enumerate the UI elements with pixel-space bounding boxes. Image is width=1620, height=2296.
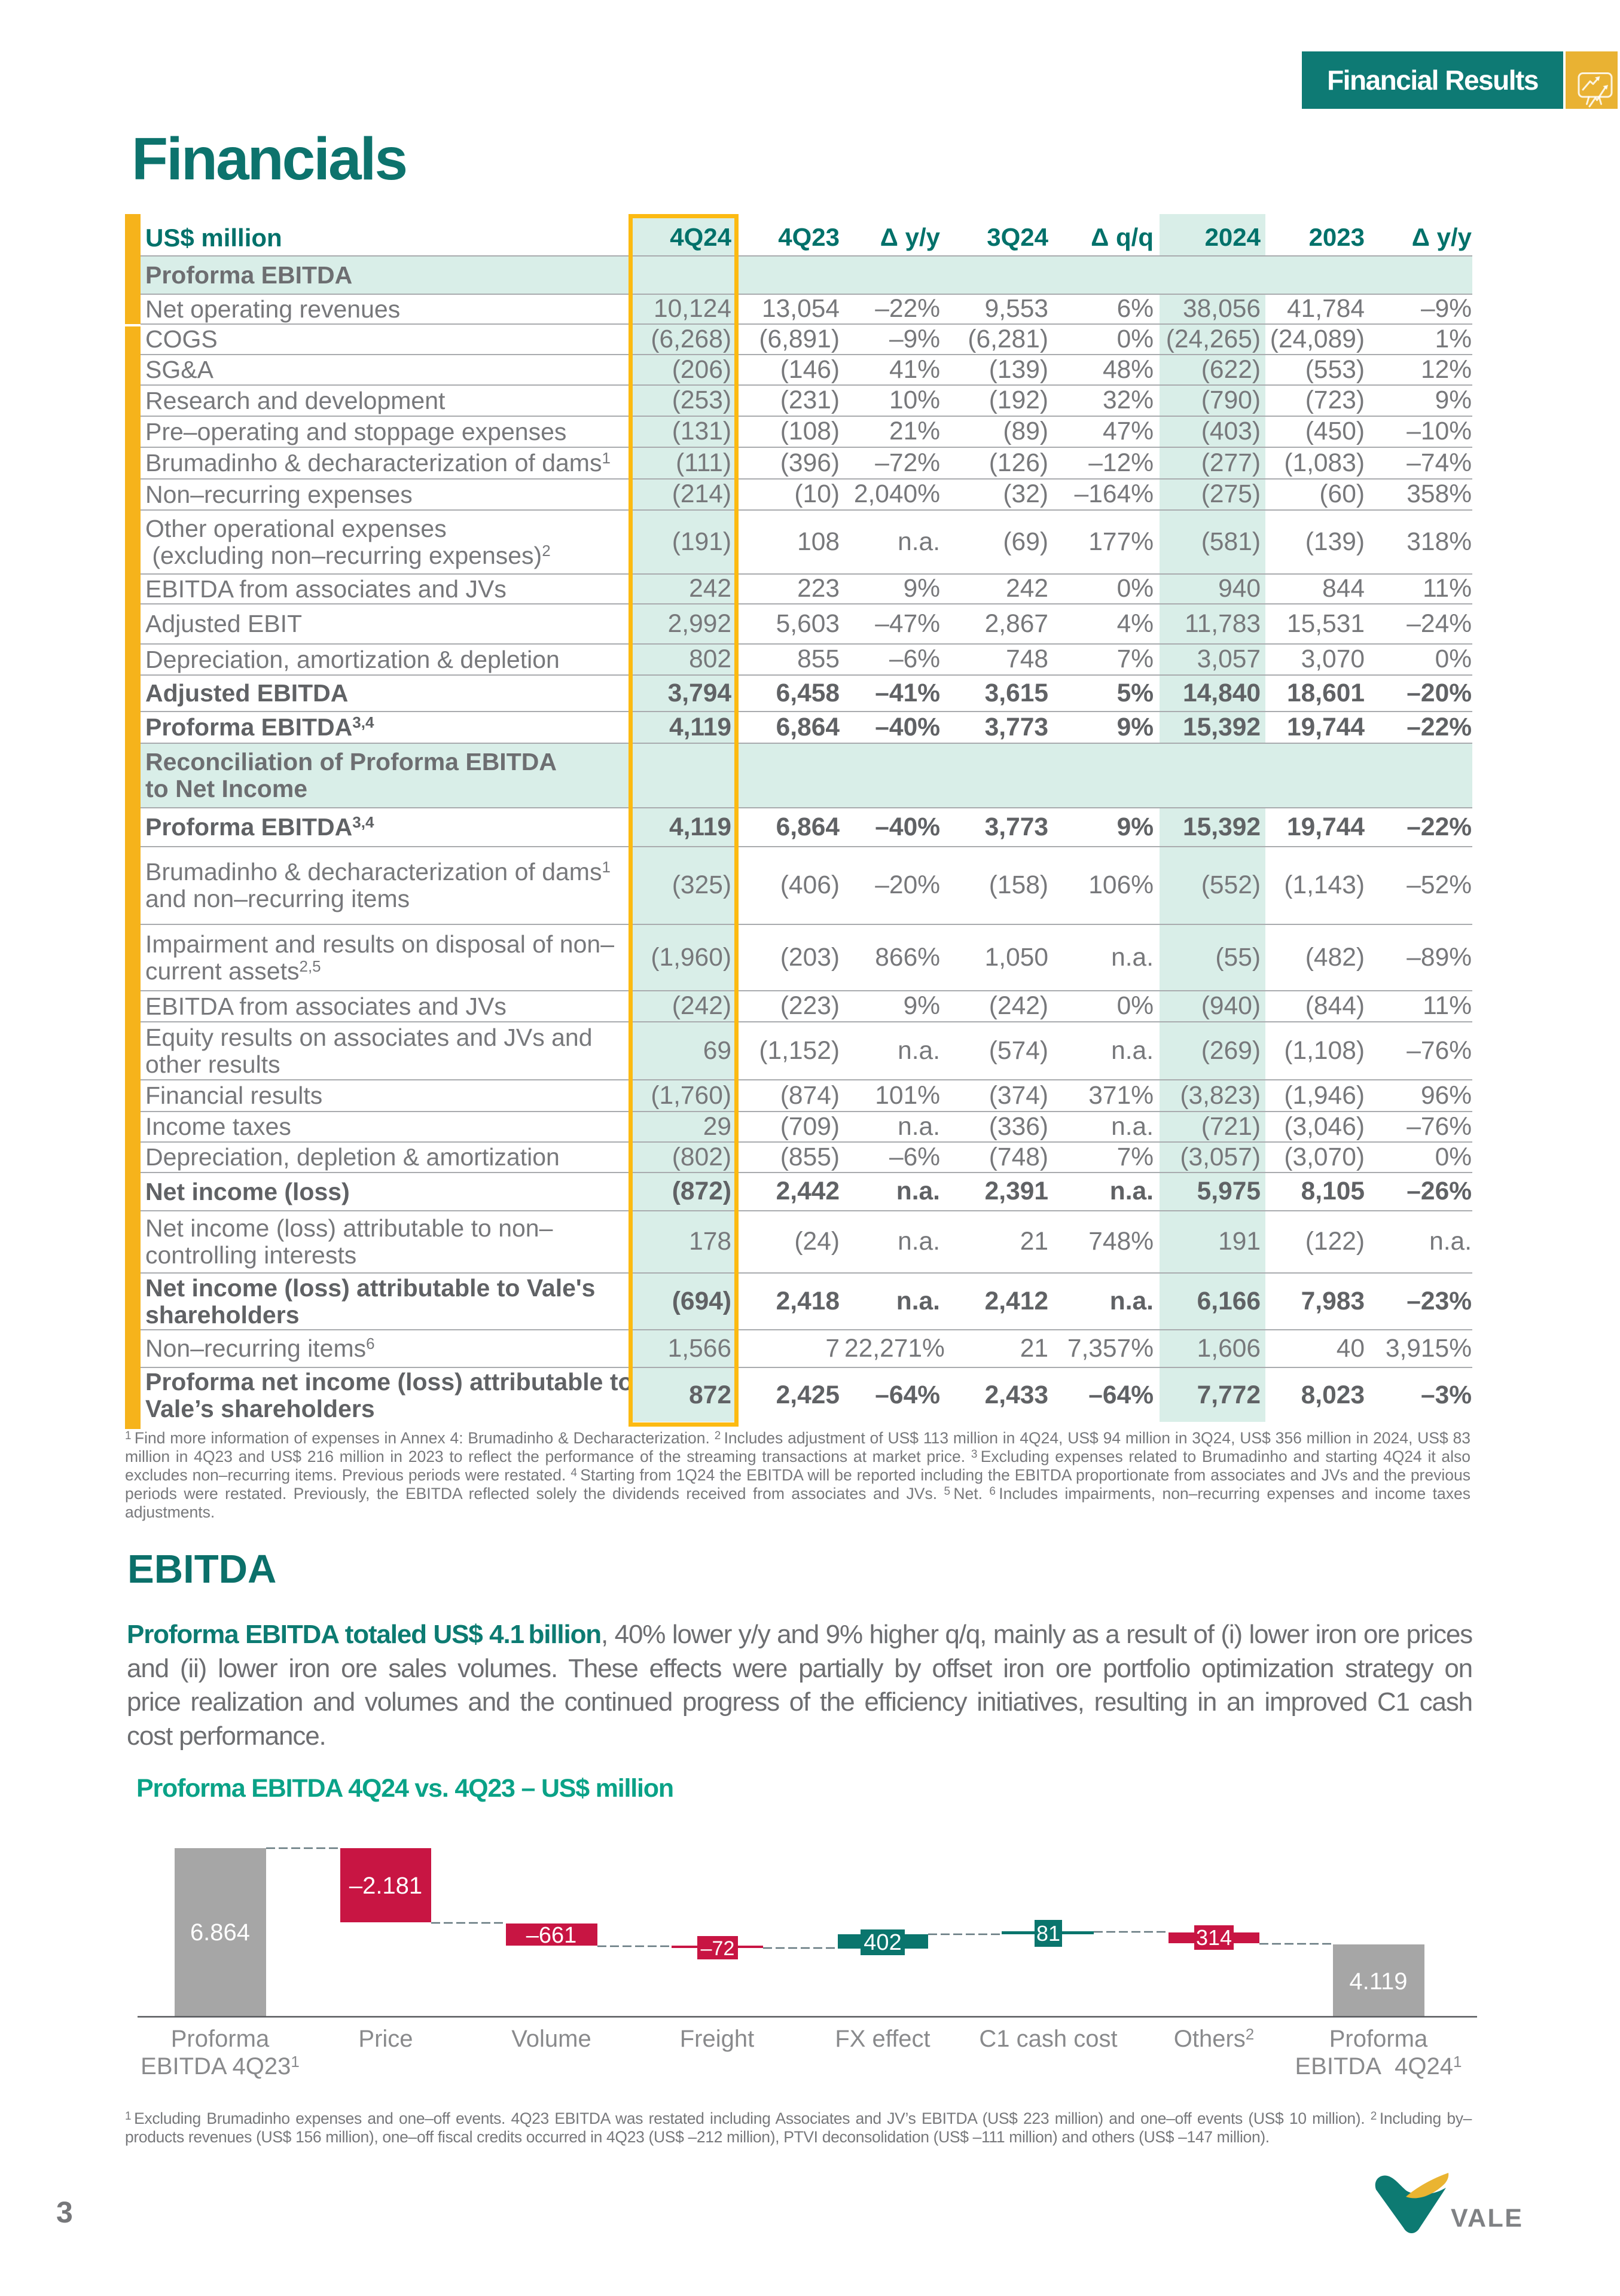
svg-text:Price: Price xyxy=(358,2026,413,2052)
svg-text:FX effect: FX effect xyxy=(835,2026,930,2052)
svg-text:402: 402 xyxy=(864,1930,901,1955)
svg-text:EBITDA 4Q231: EBITDA 4Q231 xyxy=(141,2053,300,2080)
svg-text:Freight: Freight xyxy=(680,2026,755,2052)
svg-text:Proforma: Proforma xyxy=(1329,2026,1428,2052)
svg-text:6.864: 6.864 xyxy=(190,1919,250,1946)
svg-text:Others2: Others2 xyxy=(1174,2025,1255,2052)
svg-text:EBITDA 4Q241: EBITDA 4Q241 xyxy=(1295,2053,1462,2080)
svg-text:4.119: 4.119 xyxy=(1349,1968,1407,1995)
svg-text:C1 cash cost: C1 cash cost xyxy=(979,2026,1117,2052)
svg-text:314: 314 xyxy=(1196,1925,1232,1950)
svg-text:–661: –661 xyxy=(526,1923,577,1948)
svg-text:–72: –72 xyxy=(701,1937,735,1960)
svg-text:Volume: Volume xyxy=(511,2026,591,2052)
svg-text:–2.181: –2.181 xyxy=(349,1873,422,1899)
svg-text:VALE: VALE xyxy=(1451,2204,1524,2233)
svg-text:81: 81 xyxy=(1036,1921,1060,1946)
svg-text:Proforma: Proforma xyxy=(171,2026,270,2052)
